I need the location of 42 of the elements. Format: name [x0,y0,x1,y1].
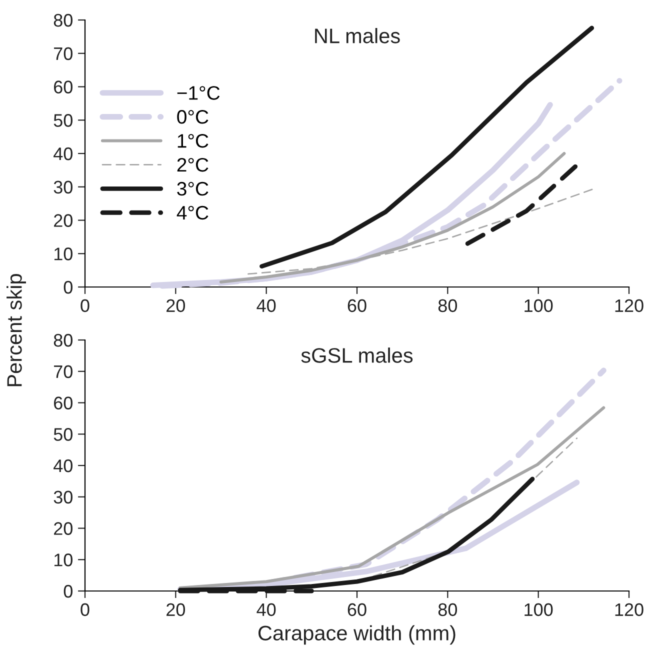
x-tick-label: 120 [615,603,644,616]
y-tick-label: 30 [54,490,72,504]
x-tick-label: 0 [80,299,90,312]
x-tick-label: 20 [166,299,186,312]
legend-label: 4°C [176,206,208,220]
y-tick-label: 10 [54,554,72,566]
x-tick-label: 40 [256,299,276,312]
legend-label: 2°C [177,158,208,172]
x-tick-label: 20 [166,603,186,616]
y-tick-label: 70 [54,47,72,60]
y-tick-label: 30 [54,180,72,194]
y-tick-label: 80 [54,334,72,347]
x-tick-label: 60 [348,603,366,616]
y-tick-label: 60 [54,396,72,410]
x-tick-label: 100 [524,603,553,616]
legend-label: 1°C [178,134,208,148]
x-tick-label: 40 [256,603,276,616]
y-tick-label: 50 [54,428,72,441]
y-tick-label: 20 [54,214,72,227]
chart-title: NL males [315,28,400,44]
y-tick-label: 40 [54,459,72,472]
y-tick-label: 0 [64,584,72,598]
y-tick-label: 20 [54,522,72,535]
x-tick-label: 80 [438,299,458,312]
x-tick-label: 100 [524,299,553,312]
y-tick-label: 50 [54,114,72,127]
x-tick-label: 120 [615,299,644,312]
legend-label: 3°C [177,182,208,196]
x-tick-label: 60 [348,299,366,312]
y-tick-label: 70 [54,365,72,378]
y-tick-label: 40 [54,147,72,160]
x-tick-label: 80 [438,603,458,616]
y-axis-title: Percent skip [6,274,26,386]
x-axis-title: Carapace width (mm) [258,625,456,645]
legend-label: −1°C [177,86,220,100]
y-tick-label: 10 [54,248,72,260]
y-tick-label: 0 [64,280,72,294]
y-tick-label: 80 [54,14,72,27]
legend-label: 0°C [177,110,208,124]
x-tick-label: 0 [80,603,90,616]
chart-title: sGSL males [301,348,413,363]
y-tick-label: 60 [54,80,72,94]
